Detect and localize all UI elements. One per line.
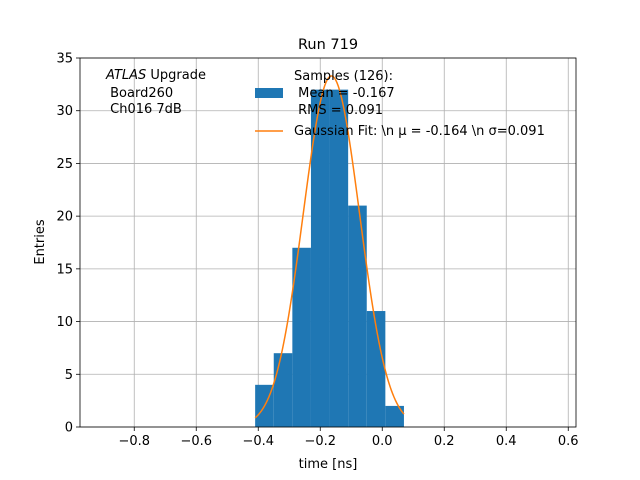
legend-mean: Mean = -0.167 [294, 86, 395, 101]
annotation-channel: Ch016 7dB [106, 102, 182, 117]
x-tick-label: 0.2 [434, 434, 455, 449]
histogram-bar [366, 311, 386, 427]
plot-frame [79, 57, 577, 428]
axis-ticks: −0.8 −0.6 −0.4 −0.2 0.0 0.2 0.4 0.6 0 5 10 15 20 25 30… [56, 52, 578, 450]
y-tick-label: 15 [56, 262, 73, 277]
annotation-board: Board260 [106, 86, 173, 101]
x-tick-label: 0.4 [496, 434, 517, 449]
legend-hist-swatch [255, 88, 283, 98]
y-tick-label: 35 [56, 52, 73, 67]
annotation-atlas: ATLAS [105, 68, 146, 83]
x-tick-label: −0.8 [118, 434, 150, 449]
legend-fit-label: Gaussian Fit: \n μ = -0.164 \n σ=0.091 [294, 124, 545, 139]
x-axis-label: time [ns] [299, 457, 358, 472]
y-tick-label: 10 [56, 315, 73, 330]
x-tick-label: −0.2 [304, 434, 336, 449]
x-tick-label: −0.4 [242, 434, 274, 449]
y-tick-label: 20 [56, 210, 73, 225]
y-axis-label: Entries [33, 219, 48, 265]
histogram-bar [348, 205, 367, 427]
y-tick-label: 5 [65, 368, 73, 383]
x-tick-label: −0.6 [180, 434, 212, 449]
y-tick-label: 0 [65, 421, 73, 436]
atlas-annotation: ATLAS Upgrade Board260 Ch016 7dB [105, 68, 206, 117]
histogram-bar [385, 405, 404, 427]
x-tick-label: 0.0 [372, 434, 393, 449]
histogram-bar [292, 247, 311, 427]
chart-title: Run 719 [298, 37, 358, 53]
x-tick-label: 0.6 [558, 434, 579, 449]
gaussian-fit-curve [254, 75, 405, 419]
y-tick-label: 25 [56, 157, 73, 172]
legend-rms: RMS = 0.091 [294, 103, 383, 118]
y-tick-label: 30 [56, 104, 73, 119]
annotation-upgrade: Upgrade [146, 68, 206, 83]
legend: Samples (126): Mean = -0.167 RMS = 0.091… [255, 69, 545, 139]
histogram-bar [329, 89, 349, 427]
legend-samples: Samples (126): [294, 69, 393, 84]
histogram-bar [310, 89, 330, 427]
svg-text:ATLAS Upgrade: ATLAS Upgrade [105, 68, 206, 83]
histogram-bars [255, 89, 404, 427]
histogram-bar [273, 353, 293, 427]
